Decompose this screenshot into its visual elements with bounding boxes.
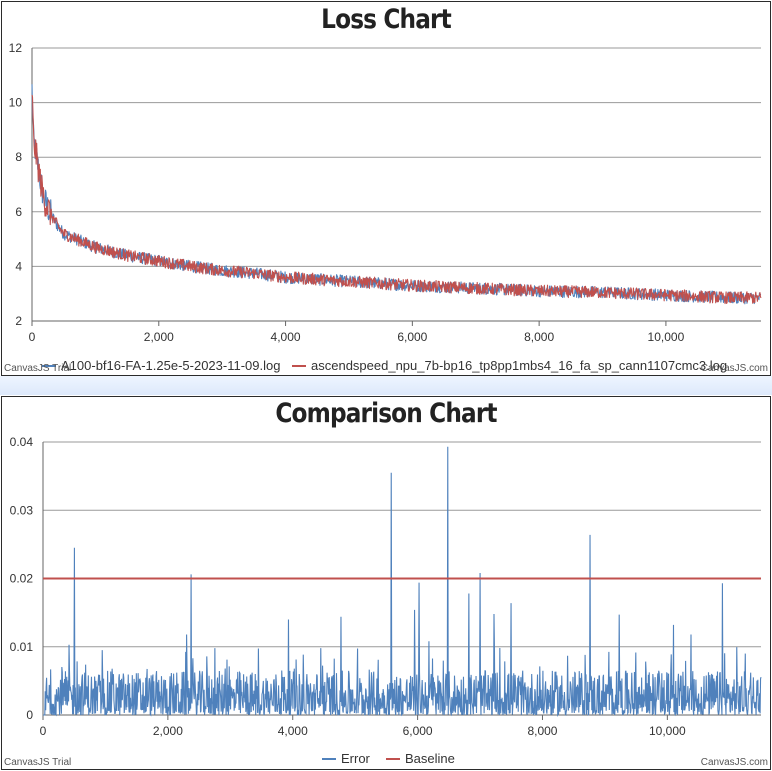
comparison-x-tick-label: 0 — [40, 724, 47, 738]
comparison-legend-label-error[interactable]: Error — [341, 751, 371, 766]
loss-chart-panel: Loss Chart 2 4 6 8 10 12 0 2,000 4,000 6,000 8,00… — [1, 1, 771, 376]
comparison-credit-left[interactable]: CanvasJS Trial — [4, 757, 71, 768]
comparison-x-tick-label: 8,000 — [527, 724, 557, 738]
comparison-chart-title: Comparison Chart — [275, 398, 497, 429]
comparison-legend-label-baseline[interactable]: Baseline — [405, 751, 455, 766]
loss-x-tick-label: 4,000 — [271, 330, 301, 344]
comparison-y-tick-label: 0.01 — [10, 640, 34, 654]
loss-x-tick-label: 10,000 — [648, 330, 685, 344]
comparison-x-tick-label: 6,000 — [403, 724, 433, 738]
comparison-chart-panel: Comparison Chart 0 0.01 0.02 0.03 0.04 0 2,00… — [1, 396, 771, 770]
loss-x-tick-label: 8,000 — [524, 330, 554, 344]
comparison-x-tick-label: 4,000 — [278, 724, 308, 738]
comparison-y-tick-label: 0 — [26, 708, 33, 722]
comparison-x-tick-label: 2,000 — [153, 724, 183, 738]
loss-legend-label-1[interactable]: A100-bf16-FA-1.25e-5-2023-11-09.log — [61, 358, 280, 373]
comparison-y-tick-label: 0.02 — [10, 572, 34, 586]
loss-series-line-2[interactable] — [31, 94, 762, 305]
comparison-y-tick-label: 0.04 — [10, 435, 34, 449]
loss-x-tick-label: 6,000 — [397, 330, 427, 344]
loss-y-tick-label: 6 — [15, 205, 22, 219]
comparison-error-line[interactable] — [43, 446, 762, 717]
comparison-x-tick-label: 10,000 — [649, 724, 686, 738]
loss-x-tick-label: 0 — [29, 330, 36, 344]
loss-series-line-1[interactable] — [31, 84, 762, 305]
loss-credit-right[interactable]: CanvasJS.com — [701, 363, 768, 374]
loss-y-tick-label: 4 — [15, 259, 22, 273]
loss-x-tick-label: 2,000 — [144, 330, 174, 344]
loss-y-tick-label: 10 — [9, 96, 23, 110]
loss-y-tick-label: 2 — [15, 314, 22, 328]
comparison-chart-plot: 0 0.01 0.02 0.03 0.04 0 2,000 4,000 6,000 8,000 1… — [4, 435, 768, 768]
loss-credit-left[interactable]: CanvasJS Trial — [4, 363, 71, 374]
loss-chart-title: Loss Chart — [321, 4, 452, 35]
panel-separator — [0, 376, 772, 395]
loss-y-tick-label: 12 — [9, 41, 23, 55]
comparison-credit-right[interactable]: CanvasJS.com — [701, 757, 768, 768]
comparison-y-tick-label: 0.03 — [10, 503, 34, 517]
loss-y-tick-label: 8 — [15, 150, 22, 164]
loss-chart-plot: 2 4 6 8 10 12 0 2,000 4,000 6,000 8,000 10,000 A10… — [4, 41, 768, 374]
loss-legend-label-2[interactable]: ascendspeed_npu_7b-bp16_tp8pp1mbs4_16_fa… — [311, 358, 727, 373]
